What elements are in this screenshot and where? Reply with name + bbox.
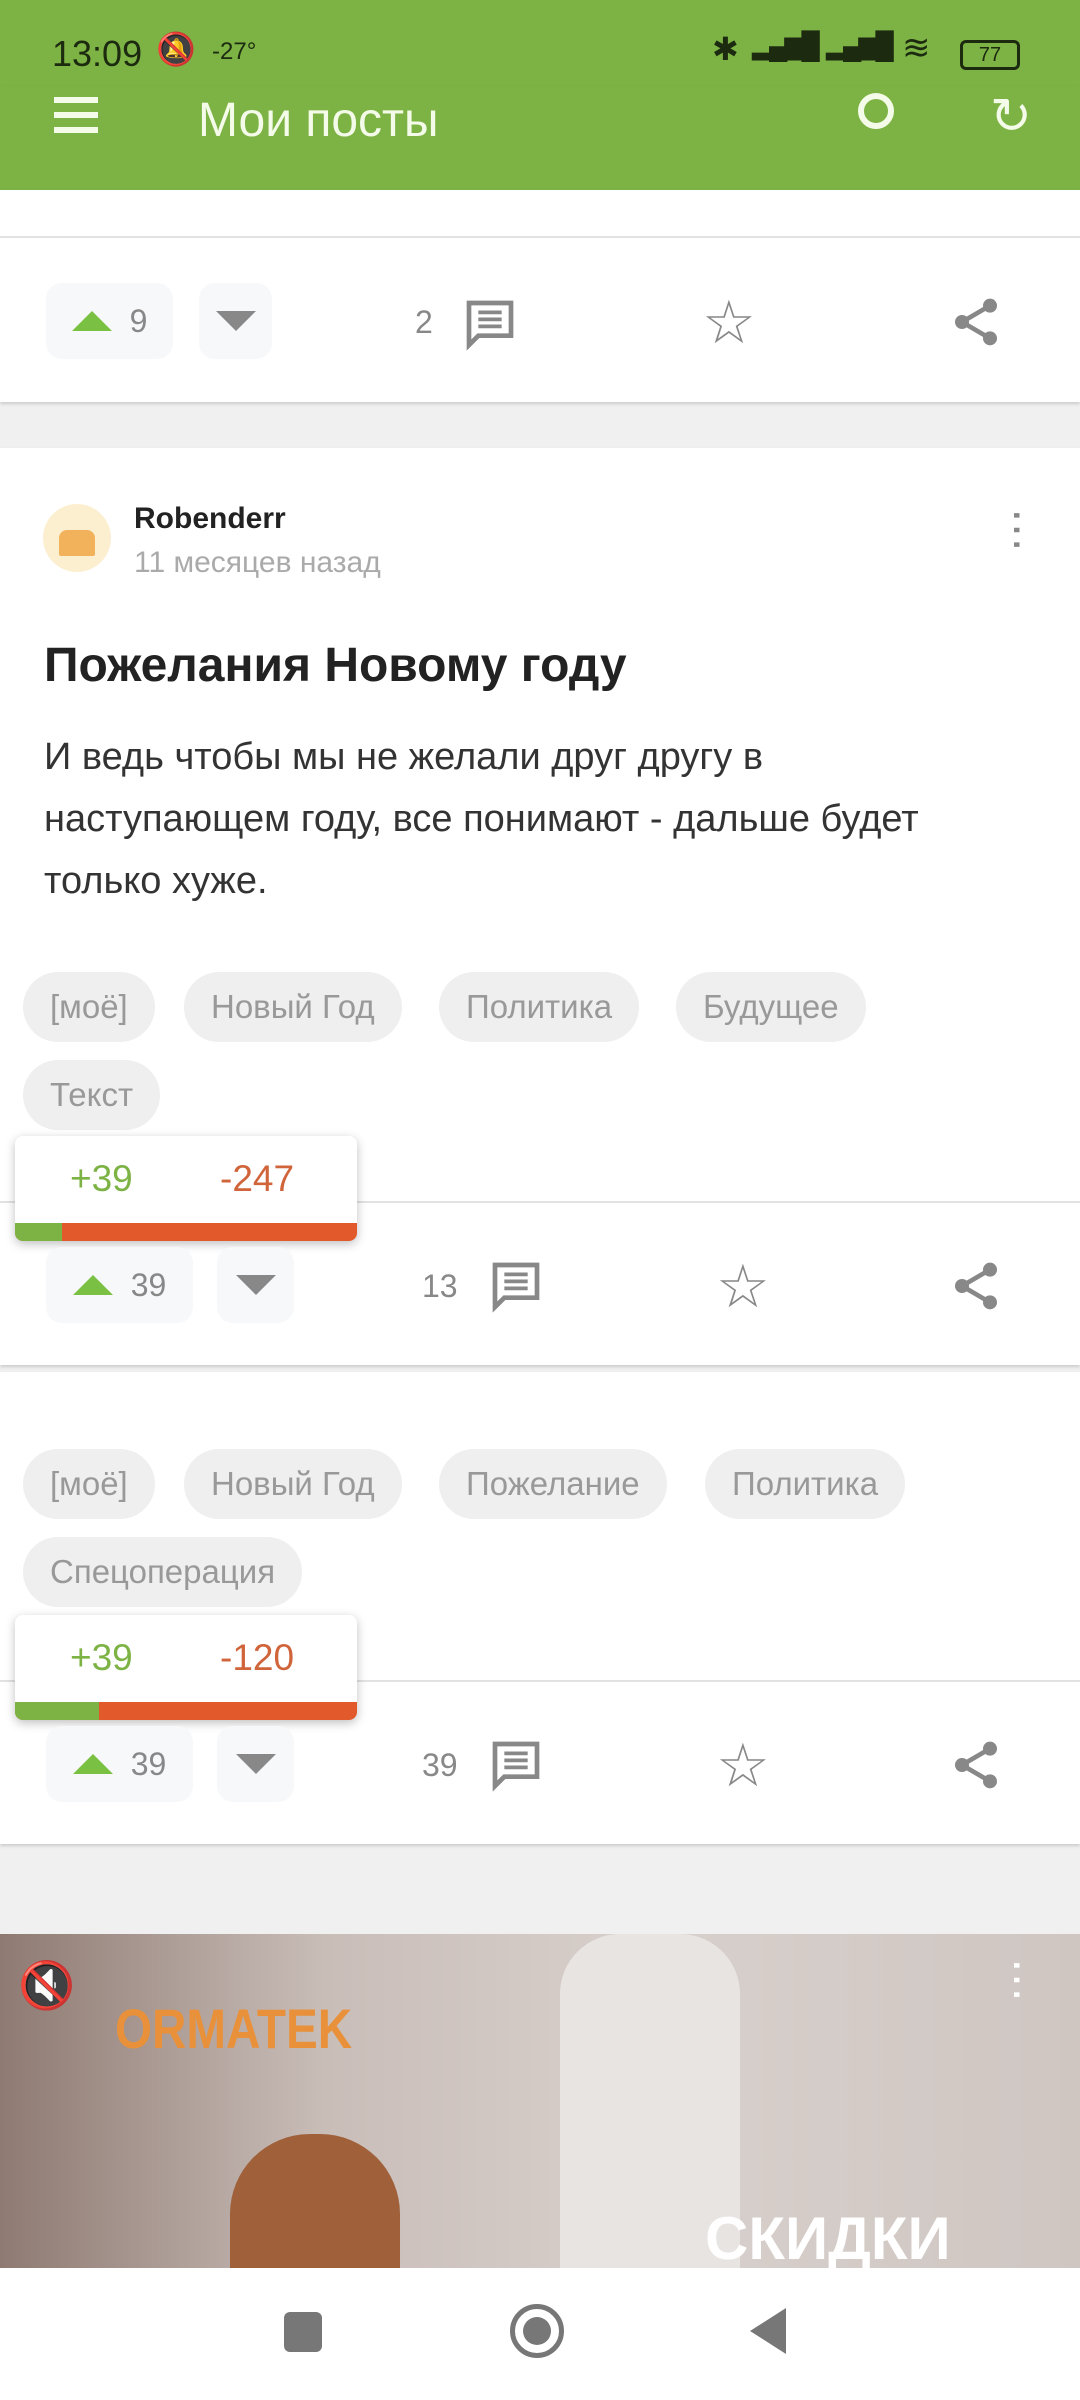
more-icon[interactable]: ⋯ bbox=[993, 508, 1042, 552]
arrow-up-icon bbox=[71, 311, 112, 331]
ad-brand: ORMATEK bbox=[115, 1997, 353, 2060]
downvote-button[interactable] bbox=[217, 1726, 294, 1802]
signal-icon: ▂▄▆█ bbox=[826, 30, 894, 60]
share-icon[interactable] bbox=[948, 1258, 1004, 1314]
navigation-bar bbox=[0, 2268, 1080, 2400]
post-time: 11 месяцев назад bbox=[134, 546, 381, 579]
rating-popup: +39 -120 bbox=[15, 1615, 357, 1720]
recents-button[interactable] bbox=[284, 2312, 322, 2352]
arrow-down-icon bbox=[235, 1275, 276, 1295]
tag[interactable]: Политика bbox=[705, 1449, 906, 1519]
mute-icon[interactable]: 🔇 bbox=[18, 1959, 76, 2011]
page-title: Мои посты bbox=[198, 94, 439, 147]
tag[interactable]: [моё] bbox=[23, 972, 155, 1042]
tag[interactable]: Пожелание bbox=[439, 1449, 667, 1519]
signal-icon: ▂▄▆█ bbox=[752, 30, 820, 60]
wifi-icon: ≋ bbox=[902, 29, 931, 67]
star-icon[interactable]: ☆ bbox=[716, 1732, 770, 1799]
post-card: [моё] Новый Год Пожелание Политика Спецо… bbox=[0, 1372, 1080, 1844]
search-icon[interactable] bbox=[858, 93, 894, 129]
tag[interactable]: Новый Год bbox=[184, 972, 402, 1042]
comment-count: 39 bbox=[422, 1747, 458, 1783]
arrow-up-icon bbox=[72, 1754, 113, 1774]
upvote-button[interactable]: 39 bbox=[46, 1247, 193, 1323]
upvote-button[interactable]: 39 bbox=[46, 1726, 193, 1802]
temperature: -27° bbox=[212, 38, 257, 65]
upvote-count: 39 bbox=[130, 1745, 167, 1782]
status-bar: 13:09 🔕 -27° ✱ ▂▄▆█ ▂▄▆█ ≋ 77 bbox=[0, 0, 1080, 87]
battery-icon: 77 bbox=[960, 40, 1020, 70]
mute-icon: 🔕 bbox=[156, 31, 196, 67]
rating-popup: +39 -247 bbox=[15, 1136, 357, 1241]
star-icon[interactable]: ☆ bbox=[702, 289, 756, 356]
downvote-button[interactable] bbox=[217, 1247, 294, 1323]
rating-bar bbox=[15, 1702, 357, 1720]
post-card: 9 2 ☆ bbox=[0, 190, 1080, 402]
star-icon[interactable]: ☆ bbox=[716, 1253, 770, 1320]
tag[interactable]: Будущее bbox=[676, 972, 866, 1042]
more-icon[interactable]: ⋯ bbox=[993, 1958, 1042, 2002]
comment-count: 2 bbox=[415, 304, 433, 340]
share-icon[interactable] bbox=[948, 294, 1004, 350]
arrow-down-icon bbox=[235, 1754, 276, 1774]
arrow-down-icon bbox=[215, 311, 256, 331]
post-body: И ведь чтобы мы не желали друг другу в н… bbox=[44, 736, 919, 902]
divider bbox=[0, 236, 1080, 238]
refresh-icon[interactable]: ↻ bbox=[990, 88, 1032, 144]
ad-person bbox=[230, 2134, 400, 2268]
comment-icon[interactable] bbox=[488, 1258, 544, 1314]
tag[interactable]: Текст bbox=[23, 1060, 161, 1130]
minus-rating: -120 bbox=[220, 1637, 295, 1678]
author-name[interactable]: Robenderr bbox=[134, 502, 286, 535]
video-ad[interactable]: 🔇 ORMATEK ⋯ СКИДКИ bbox=[0, 1934, 1080, 2268]
tag[interactable]: Новый Год bbox=[184, 1449, 402, 1519]
tag[interactable]: [моё] bbox=[23, 1449, 155, 1519]
tag[interactable]: Политика bbox=[439, 972, 640, 1042]
back-button[interactable] bbox=[750, 2308, 786, 2354]
share-icon[interactable] bbox=[948, 1737, 1004, 1793]
comment-icon[interactable] bbox=[462, 296, 518, 352]
divider bbox=[0, 1201, 1080, 1203]
divider bbox=[0, 1680, 1080, 1682]
upvote-count: 39 bbox=[130, 1266, 167, 1303]
post-title[interactable]: Пожелания Новому году bbox=[44, 639, 627, 692]
tag[interactable]: Спецоперация bbox=[23, 1537, 303, 1607]
rating-bar bbox=[15, 1223, 357, 1241]
comment-count: 13 bbox=[422, 1268, 458, 1304]
home-button[interactable] bbox=[510, 2304, 564, 2358]
upvote-count: 9 bbox=[129, 302, 148, 339]
comment-icon[interactable] bbox=[488, 1737, 544, 1793]
upvote-button[interactable]: 9 bbox=[46, 283, 173, 359]
clock: 13:09 bbox=[52, 33, 143, 74]
rating-bar-positive bbox=[15, 1223, 62, 1241]
hamburger-icon[interactable] bbox=[54, 97, 98, 133]
avatar[interactable] bbox=[43, 504, 111, 572]
bluetooth-icon: ✱ bbox=[712, 31, 739, 67]
ad-person bbox=[560, 1934, 740, 2268]
post-card: Robenderr 11 месяцев назад ⋯ Пожелания Н… bbox=[0, 448, 1080, 1365]
rating-bar-positive bbox=[15, 1702, 99, 1720]
downvote-button[interactable] bbox=[199, 283, 272, 359]
plus-rating: +39 bbox=[70, 1158, 133, 1199]
ad-caption: СКИДКИ bbox=[705, 2205, 951, 2268]
app-bar: Мои посты ↻ bbox=[0, 87, 1080, 190]
minus-rating: -247 bbox=[220, 1158, 295, 1199]
plus-rating: +39 bbox=[70, 1637, 133, 1678]
arrow-up-icon bbox=[72, 1275, 113, 1295]
